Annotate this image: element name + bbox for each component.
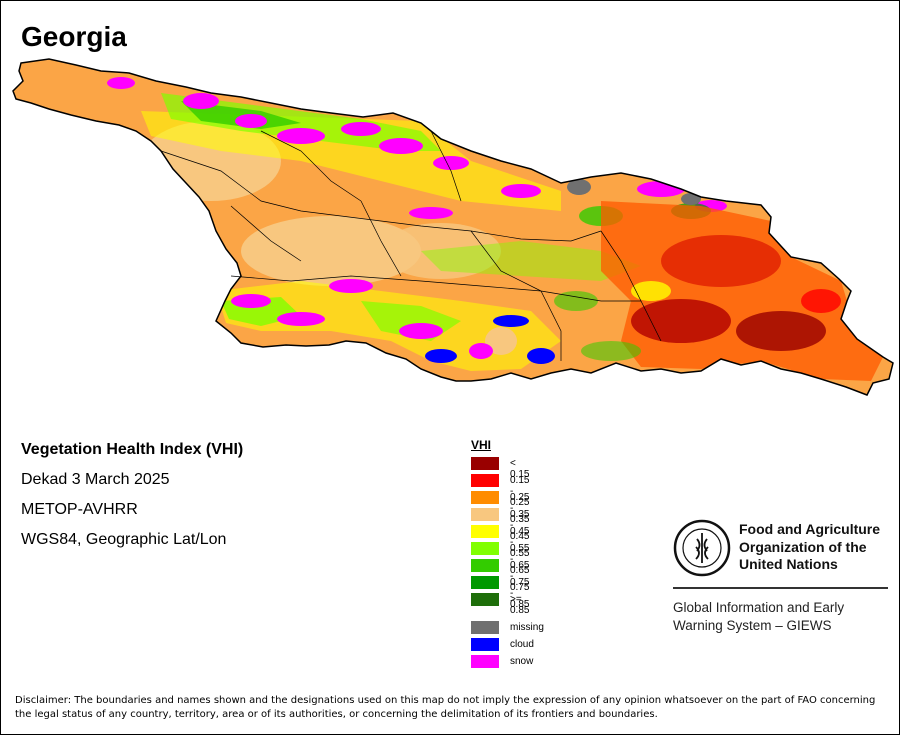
map-metadata: Vegetation Health Index (VHI) Dekad 3 Ma… xyxy=(21,441,243,561)
giews-label: Global Information and Early Warning Sys… xyxy=(673,600,845,633)
legend-item: 0.55 - 0.65 xyxy=(471,540,529,576)
legend-swatch xyxy=(471,525,499,538)
period-label: Dekad 3 March 2025 xyxy=(21,471,170,488)
legend-item: 0.65 - 0.75 xyxy=(471,557,529,593)
map-title: Georgia xyxy=(21,21,127,52)
legend-label: 0.75 - 0.85 xyxy=(510,577,530,610)
legend-item: 0.25 - 0.35 xyxy=(471,489,529,525)
legend-label: 0.65 - 0.75 xyxy=(510,560,530,593)
legend-swatch xyxy=(471,638,499,651)
legend-swatch xyxy=(471,508,499,521)
legend-item-cloud: cloud xyxy=(471,636,534,653)
legend-item: 0.75 - 0.85 xyxy=(471,574,529,610)
legend-label: 0.45 - 0.55 xyxy=(510,526,530,559)
legend-swatch xyxy=(471,559,499,572)
legend-item: 0.35 - 0.45 xyxy=(471,506,529,542)
legend-label: cloud xyxy=(510,639,534,650)
legend-label: snow xyxy=(510,656,534,667)
legend-swatch xyxy=(471,655,499,668)
legend-swatch xyxy=(471,474,499,487)
legend-item: 0.15 - 0.25 xyxy=(471,472,529,508)
legend-label: 0.35 - 0.45 xyxy=(510,509,530,542)
projection-label: WGS84, Geographic Lat/Lon xyxy=(21,531,227,548)
sensor-label: METOP-AVHRR xyxy=(21,501,138,518)
disclaimer: Disclaimer: The boundaries and names sho… xyxy=(15,695,876,720)
legend-swatch xyxy=(471,593,499,606)
legend-item: 0.45 - 0.55 xyxy=(471,523,529,559)
vhi-legend: VHI < 0.15 0.15 - 0.25 0.25 - 0.35 0.35 … xyxy=(471,438,544,670)
legend-swatch xyxy=(471,457,499,470)
legend-item-snow: snow xyxy=(471,653,533,670)
divider xyxy=(673,587,888,589)
legend-swatch xyxy=(471,491,499,504)
legend-item-missing: missing xyxy=(471,619,544,636)
organization-name: Food and Agriculture Organization of the… xyxy=(739,521,881,572)
legend-title: VHI xyxy=(471,438,492,452)
legend-label: 0.15 - 0.25 xyxy=(510,475,530,508)
legend-label: >= 0.85 xyxy=(510,594,530,616)
legend-swatch xyxy=(471,576,499,589)
legend-swatch xyxy=(471,542,499,555)
legend-swatch xyxy=(471,621,499,634)
legend-item: >= 0.85 xyxy=(471,591,529,616)
legend-label: missing xyxy=(510,622,544,633)
fao-logo-icon xyxy=(673,519,731,577)
legend-label: 0.55 - 0.65 xyxy=(510,543,530,576)
vhi-map xyxy=(12,58,894,396)
legend-item: < 0.15 xyxy=(471,455,529,480)
legend-label: 0.25 - 0.35 xyxy=(510,492,530,525)
legend-label: < 0.15 xyxy=(510,458,530,480)
index-name: Vegetation Health Index (VHI) xyxy=(21,441,244,458)
